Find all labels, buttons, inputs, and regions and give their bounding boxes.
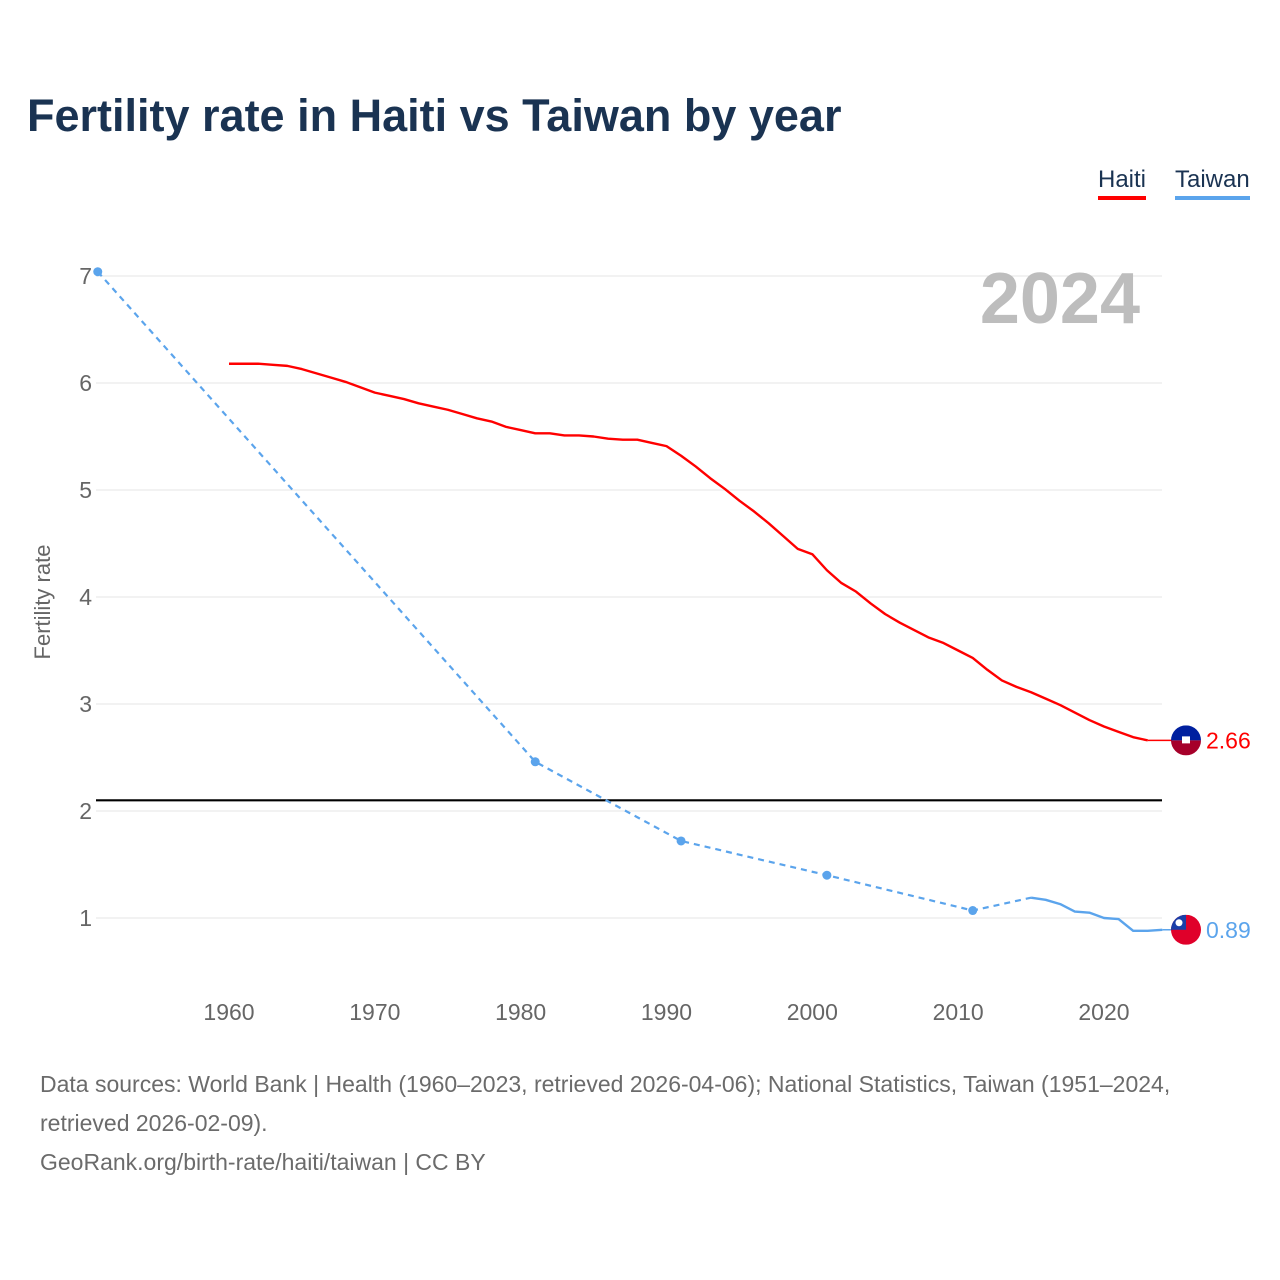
taiwan-flag-sun [1175,919,1183,927]
x-tick-label: 1970 [349,999,400,1025]
taiwan-data-point [968,906,978,916]
taiwan-data-point [530,757,540,767]
taiwan-data-point [822,870,832,880]
year-label: 2024 [980,259,1140,339]
x-tick-label: 1990 [641,999,692,1025]
taiwan-data-point [676,836,686,846]
y-tick-label: 6 [79,370,92,396]
y-tick-label: 5 [79,477,92,503]
taiwan-series-line [1030,896,1163,933]
taiwan-dashed-line [96,270,1032,912]
x-tick-label: 2020 [1078,999,1129,1025]
data-sources: Data sources: World Bank | Health (1960–… [40,1071,1171,1136]
x-tick-label: 2000 [787,999,838,1025]
y-tick-label: 3 [79,691,92,717]
y-tick-label: 7 [79,263,92,289]
y-axis-label: Fertility rate [30,545,55,660]
x-tick-label: 1980 [495,999,546,1025]
legend-item-taiwan[interactable]: Taiwan [1175,166,1250,200]
y-tick-label: 1 [79,905,92,931]
x-tick-label: 2010 [933,999,984,1025]
line-chart: 1 2 3 4 5 6 7 1960 1970 1980 1990 2000 2010 2020 Ferti… [30,259,1251,1025]
haiti-flag-icon [1171,740,1201,756]
haiti-end-value: 2.66 [1206,727,1251,753]
x-tick-label: 1960 [203,999,254,1025]
haiti-flag-emblem [1182,736,1190,744]
credit-link[interactable]: GeoRank.org/birth-rate/haiti/taiwan | CC… [40,1149,486,1175]
haiti-flag-icon [1171,725,1201,741]
legend-item-haiti[interactable]: Haiti [1098,166,1147,200]
taiwan-data-point [93,267,103,277]
y-tick-label: 2 [79,798,92,824]
taiwan-end-value: 0.89 [1206,917,1251,943]
y-tick-label: 4 [79,584,92,610]
haiti-series-line [229,362,1148,742]
chart-title: Fertility rate in Haiti vs Taiwan by yea… [27,90,842,141]
